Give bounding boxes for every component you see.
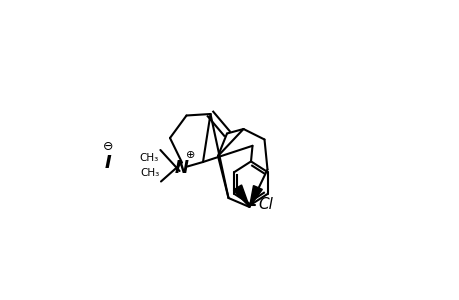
Text: CH₃: CH₃ (140, 153, 158, 163)
Text: ⊖: ⊖ (103, 140, 113, 154)
Text: CH₃: CH₃ (140, 169, 159, 178)
Polygon shape (233, 185, 249, 207)
Text: I: I (105, 154, 112, 172)
Polygon shape (249, 186, 262, 207)
Text: Cl: Cl (258, 197, 273, 212)
Text: N: N (175, 159, 189, 177)
Text: ⊕: ⊕ (185, 149, 195, 160)
